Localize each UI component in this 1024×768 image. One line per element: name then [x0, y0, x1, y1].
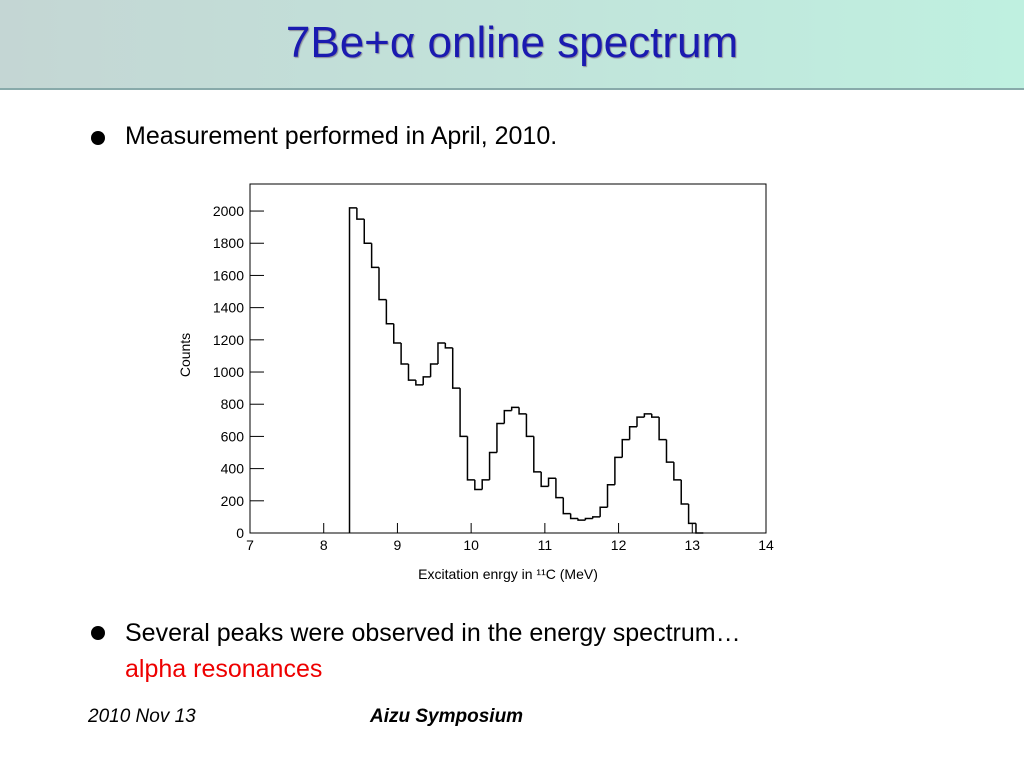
histogram-bin	[555, 478, 564, 499]
y-axis-label: Counts	[177, 333, 193, 377]
histogram-bin	[503, 409, 512, 424]
y-tick-label: 2000	[213, 203, 244, 219]
histogram-bin	[547, 477, 556, 487]
histogram-bin	[481, 479, 490, 490]
y-tick-label: 800	[221, 396, 245, 412]
histogram-bin	[636, 416, 645, 427]
y-tick-label: 600	[221, 428, 245, 444]
histogram-bin	[392, 323, 402, 344]
histogram-bin	[680, 479, 689, 505]
histogram-bin	[562, 497, 571, 515]
histogram-bin	[429, 363, 438, 377]
x-tick-label: 7	[246, 537, 254, 553]
histogram-bin	[496, 422, 505, 453]
y-tick-label: 1200	[213, 332, 244, 348]
highlight: alpha resonances	[125, 655, 323, 683]
histogram-bin	[437, 342, 446, 364]
histogram-bin	[606, 483, 615, 508]
histogram-bin	[510, 406, 520, 411]
histogram-bin	[540, 471, 549, 488]
histogram-bin	[363, 219, 372, 244]
histogram-bin	[466, 436, 475, 481]
bullet-dot	[91, 131, 105, 145]
histogram-bin	[444, 343, 453, 349]
histogram-bin	[422, 376, 431, 385]
histogram-bin	[415, 380, 424, 386]
histogram-bin	[658, 417, 667, 441]
histogram-bin	[378, 267, 387, 301]
histogram-bin	[407, 363, 416, 381]
histogram-bin	[370, 243, 379, 269]
y-tick-label: 400	[221, 461, 245, 477]
header	[0, 0, 1024, 90]
y-tick-label: 1000	[213, 364, 244, 380]
y-tick-label: 1400	[213, 300, 244, 316]
histogram-bin	[673, 462, 682, 481]
histogram-bin	[459, 388, 468, 438]
histogram-bin	[385, 299, 394, 325]
histogram-bin	[356, 207, 365, 220]
histogram-bin	[488, 451, 497, 480]
histogram-bin	[348, 207, 357, 533]
histogram-bin	[628, 426, 637, 440]
histogram-bin	[643, 413, 652, 418]
histogram-bin	[592, 516, 601, 519]
histogram-bin	[518, 407, 527, 415]
x-tick-label: 11	[538, 537, 553, 553]
histogram-bin	[400, 343, 409, 365]
histogram-bin	[621, 438, 630, 458]
histogram-bin	[451, 347, 461, 389]
footer-event: Aizu Symposium	[370, 706, 524, 727]
histogram-bin	[695, 523, 704, 534]
histogram-bin	[665, 439, 674, 463]
x-axis-label: Excitation enrgy in ¹¹C (MeV)	[418, 566, 598, 582]
x-tick-label: 14	[758, 537, 774, 553]
y-tick-label: 1800	[213, 235, 244, 251]
histogram-bin	[687, 504, 696, 525]
histogram-bin	[584, 517, 593, 521]
histogram-bin	[650, 413, 660, 418]
plot-frame	[249, 183, 767, 534]
footer-date: 2010 Nov 13	[88, 706, 196, 727]
y-tick-label: 0	[236, 525, 244, 541]
bullet-dot	[91, 626, 105, 640]
histogram-bin	[614, 456, 623, 485]
bullet-text: Several peaks were observed in the energ…	[125, 619, 741, 647]
histogram-bin	[474, 479, 483, 491]
bullet: Measurement performed in April, 2010.	[125, 122, 558, 150]
y-tick-label: 200	[221, 493, 245, 509]
x-tick-label: 10	[463, 537, 479, 553]
x-tick-label: 12	[611, 537, 627, 553]
x-tick-label: 8	[320, 537, 328, 553]
histogram-bin	[577, 518, 586, 521]
chart: Excitation enrgy in ¹¹C (MeV) Counts 0 20…	[177, 183, 774, 582]
y-tick-label: 1600	[213, 267, 244, 283]
histogram-bin	[525, 413, 534, 438]
histogram-bin	[533, 436, 542, 473]
histogram-bin	[599, 506, 608, 517]
bullet: Several peaks were observed in the energ…	[125, 615, 765, 687]
slide-title: 7Be+α online spectrum	[285, 18, 739, 67]
x-tick-label: 13	[684, 537, 700, 553]
histogram-bin	[569, 513, 579, 520]
x-tick-label: 9	[394, 537, 402, 553]
